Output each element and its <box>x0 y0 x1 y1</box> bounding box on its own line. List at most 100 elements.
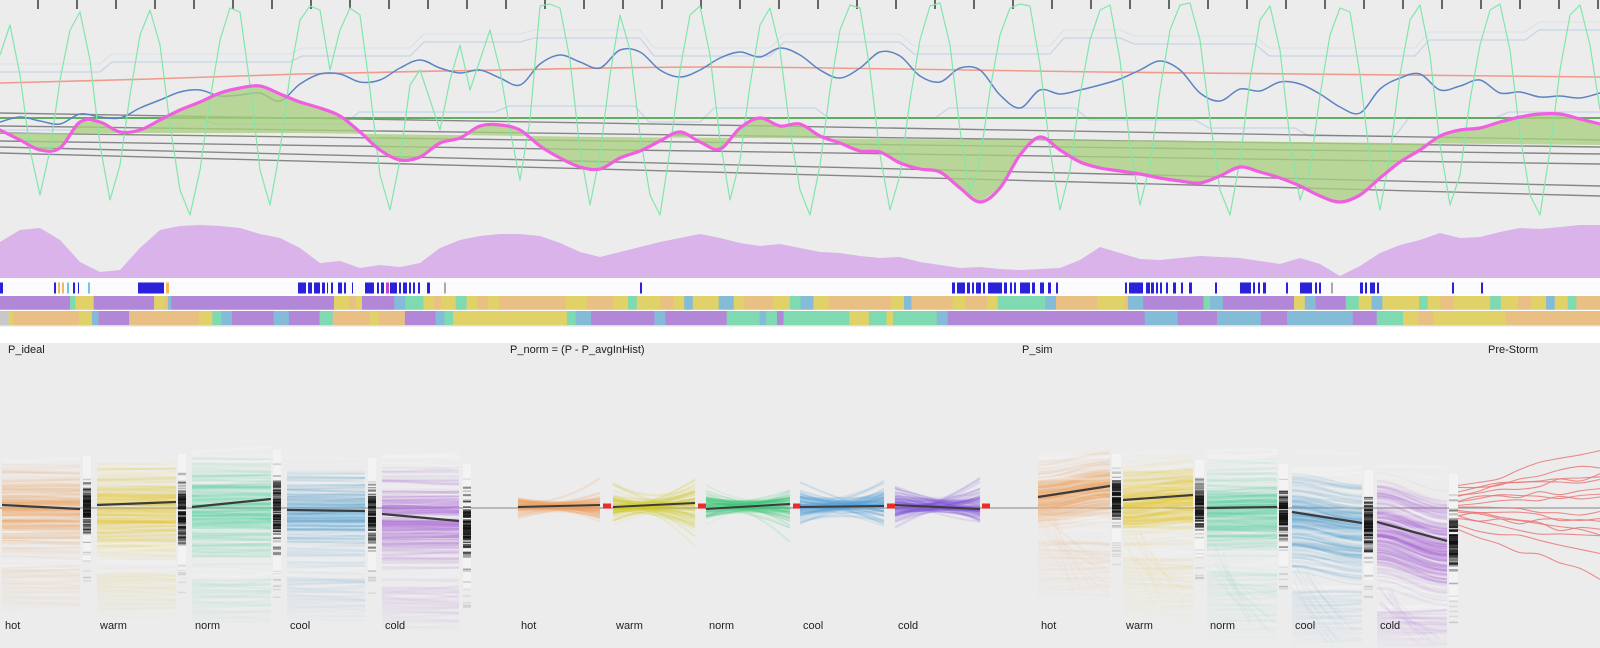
ensemble-block-hot[interactable] <box>1037 449 1111 600</box>
ensemble-block-cold[interactable] <box>1376 463 1448 647</box>
category-label-norm: norm <box>195 620 221 632</box>
event-bar <box>1370 282 1375 294</box>
event-bar <box>377 282 379 294</box>
histogram-bar-cold[interactable] <box>1449 474 1458 624</box>
event-bar <box>1040 282 1044 294</box>
category-segment <box>444 311 454 325</box>
category-segment <box>488 296 500 310</box>
event-bar <box>1014 282 1016 294</box>
category-segment <box>952 296 966 310</box>
category-segment <box>587 296 614 310</box>
category-label-cool: cool <box>290 620 311 632</box>
event-bar <box>983 282 985 294</box>
distribution-panels[interactable] <box>0 343 1600 648</box>
histogram-bar-cool[interactable] <box>1364 470 1373 599</box>
category-segment <box>733 296 745 310</box>
coverage-area[interactable] <box>0 225 1600 278</box>
category-segment <box>1382 296 1420 310</box>
event-bar <box>1286 282 1288 294</box>
ensemble-block-cold[interactable] <box>381 450 460 630</box>
prestorm-lines[interactable] <box>1457 450 1600 580</box>
event-bar <box>413 282 415 294</box>
histogram-bar-cold[interactable] <box>463 464 471 608</box>
category-segment <box>1554 296 1569 310</box>
event-bar <box>1160 282 1162 294</box>
ensemble-block-norm[interactable] <box>1206 447 1278 638</box>
envelope-upper-line-2 <box>0 21 1600 65</box>
category-segment <box>911 296 953 310</box>
histogram-bar-hot[interactable] <box>83 456 91 582</box>
event-bar <box>1156 282 1158 294</box>
category-segment <box>0 296 71 310</box>
category-segment <box>1418 311 1435 325</box>
median-line <box>1037 484 1111 499</box>
separator <box>0 294 1600 296</box>
histogram-bar-cool[interactable] <box>368 458 376 594</box>
category-segment <box>1345 296 1360 310</box>
event-bar <box>58 282 60 294</box>
bowtie-block-cold[interactable] <box>894 477 990 529</box>
category-segment <box>394 296 406 310</box>
category-segment <box>1376 311 1404 325</box>
category-segment <box>369 311 380 325</box>
bowtie-block-cool[interactable] <box>799 479 895 527</box>
section-title-p-ideal: P_ideal <box>8 344 45 356</box>
event-bar <box>1360 282 1363 294</box>
bowtie-block-hot[interactable] <box>517 477 611 523</box>
category-strip-1[interactable] <box>0 296 1600 310</box>
threshold-marker[interactable] <box>887 503 895 509</box>
focus-series-line[interactable] <box>0 84 1600 204</box>
category-segment <box>1427 296 1441 310</box>
histogram-bar-norm[interactable] <box>1279 464 1288 590</box>
histogram-bar-warm[interactable] <box>1195 460 1204 580</box>
category-segment <box>0 311 10 325</box>
ensemble-block-hot[interactable] <box>1 456 81 611</box>
category-segment <box>91 311 99 325</box>
category-segment <box>1358 296 1373 310</box>
histogram-bar-norm[interactable] <box>273 450 281 598</box>
median-line <box>705 503 791 510</box>
bowtie-block-warm[interactable] <box>612 478 706 547</box>
category-segment <box>1419 296 1429 310</box>
category-strip-2[interactable] <box>0 311 1600 325</box>
event-bar <box>1240 282 1251 294</box>
category-segment <box>997 296 1046 310</box>
event-bar <box>1166 282 1168 294</box>
category-label-warm: warm <box>1126 620 1153 632</box>
event-bar <box>1315 282 1317 294</box>
ensemble-block-norm[interactable] <box>191 440 272 623</box>
separator <box>0 309 1600 311</box>
timeline-chart[interactable] <box>0 0 1600 330</box>
category-segment <box>171 296 239 310</box>
category-segment <box>684 296 694 310</box>
event-bar <box>1125 282 1127 294</box>
category-segment <box>319 311 334 325</box>
category-label-hot: hot <box>5 620 21 632</box>
ensemble-block-warm[interactable] <box>96 458 177 618</box>
category-segment <box>886 311 894 325</box>
threshold-marker[interactable] <box>698 503 706 509</box>
histogram-bar-warm[interactable] <box>178 454 186 594</box>
category-segment <box>423 296 435 310</box>
histogram-bar-hot[interactable] <box>1112 454 1121 566</box>
category-segment <box>868 311 887 325</box>
category-segment <box>78 311 93 325</box>
threshold-marker[interactable] <box>603 503 611 509</box>
section-title-p-norm: P_norm = (P - P_avgInHist) <box>510 344 645 356</box>
category-segment <box>1546 296 1556 310</box>
median-line <box>799 505 885 508</box>
threshold-marker[interactable] <box>793 503 801 509</box>
category-segment <box>435 311 445 325</box>
threshold-marker[interactable] <box>982 503 990 509</box>
ensemble-block-cool[interactable] <box>286 456 366 620</box>
category-segment <box>1304 296 1317 310</box>
ensemble-block-warm[interactable] <box>1122 450 1194 625</box>
event-bar <box>338 282 342 294</box>
section-title-p-sim: P_sim <box>1022 344 1053 356</box>
ensemble-block-cool[interactable] <box>1291 450 1363 646</box>
category-segment <box>726 311 760 325</box>
bowtie-block-norm[interactable] <box>705 484 801 543</box>
median-line <box>191 497 272 509</box>
category-segment <box>1490 296 1502 310</box>
category-segment <box>891 296 905 310</box>
